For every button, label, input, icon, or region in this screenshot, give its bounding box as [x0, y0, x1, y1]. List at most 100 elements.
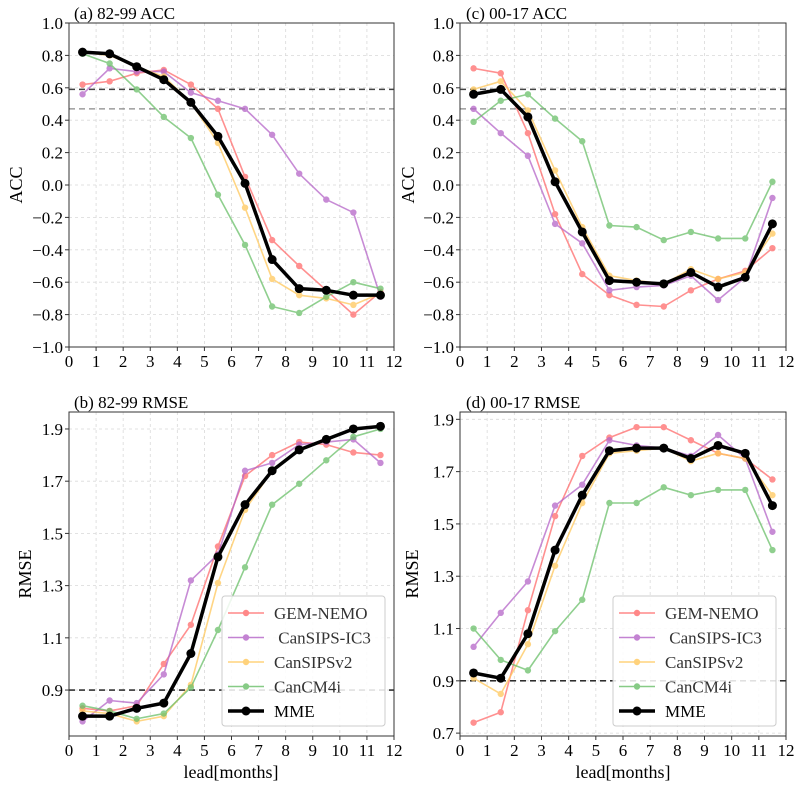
y-tick-label: 0.8: [433, 46, 454, 65]
y-tick-label: −1.0: [32, 338, 63, 357]
series-line: [82, 424, 381, 718]
x-tick-label: 2: [119, 741, 128, 760]
data-point: [524, 667, 532, 674]
y-tick-label: −0.8: [423, 306, 454, 325]
data-point: [187, 577, 195, 584]
data-point: [469, 668, 479, 678]
legend-item: GEM-NEMO: [619, 604, 759, 623]
legend-frame: [221, 595, 386, 727]
data-point: [551, 115, 559, 122]
data-point: [323, 196, 330, 203]
series-cancm4i: [470, 91, 776, 244]
data-point: [767, 501, 777, 511]
data-point: [268, 275, 276, 283]
data-point: [470, 719, 477, 726]
data-point: [268, 501, 276, 508]
data-point: [350, 301, 357, 309]
x-tick-label: 12: [386, 741, 403, 760]
legend-marker: [633, 658, 641, 666]
x-tick-label: 10: [331, 352, 348, 371]
data-point: [496, 673, 506, 683]
data-point: [606, 222, 613, 229]
panel-title: (b) 82-99 RMSE: [74, 393, 188, 412]
data-point: [497, 709, 504, 716]
y-tick-label: 1.0: [42, 14, 63, 33]
data-point: [577, 227, 587, 237]
series-line: [81, 67, 382, 298]
y-tick-label: −0.2: [32, 208, 63, 227]
data-point: [186, 97, 196, 107]
legend-item: MME: [619, 702, 706, 721]
data-point: [106, 65, 113, 72]
series-line: [82, 50, 381, 297]
data-point: [714, 275, 722, 283]
data-point: [660, 303, 667, 310]
y-tick-label: 0.2: [42, 144, 63, 163]
y-tick-label: 0.2: [433, 144, 454, 163]
data-point: [296, 170, 303, 177]
data-point: [106, 78, 113, 85]
legend-marker: [242, 683, 250, 690]
data-point: [350, 449, 357, 456]
x-tick-label: 6: [227, 352, 236, 371]
data-point: [604, 446, 614, 456]
y-tick-label: 1.5: [42, 524, 63, 543]
data-point: [769, 476, 776, 483]
data-point: [687, 491, 695, 499]
legend-marker: [242, 658, 250, 666]
x-axis-label: lead[months]: [576, 762, 671, 782]
y-tick-label: 0.9: [42, 681, 63, 700]
x-tick-label: 8: [673, 741, 682, 760]
x-tick-label: 5: [200, 352, 209, 371]
y-tick-label: 1.5: [433, 515, 454, 534]
series-line: [472, 434, 774, 648]
data-point: [105, 49, 115, 59]
legend-marker: [633, 609, 641, 617]
data-point: [160, 660, 167, 668]
data-point: [106, 60, 113, 67]
y-tick-label: 1.0: [433, 14, 454, 33]
data-point: [550, 545, 560, 555]
data-point: [551, 220, 559, 228]
data-point: [740, 448, 750, 458]
legend-item: MME: [228, 702, 315, 721]
x-tick-label: 0: [456, 352, 465, 371]
legend: GEM-NEMO CanSIPS-IC3 CanSIPSv2 CanCM4i MME: [221, 595, 386, 727]
data-point: [294, 445, 304, 455]
data-point: [633, 301, 640, 309]
y-tick-label: 0.6: [42, 79, 63, 98]
data-point: [375, 290, 385, 300]
data-point: [213, 131, 223, 141]
data-point: [579, 270, 586, 278]
data-point: [160, 671, 167, 678]
y-tick-label: 1.1: [433, 620, 454, 639]
data-point: [78, 711, 88, 721]
data-point: [470, 65, 477, 72]
data-point: [769, 244, 776, 252]
legend-label: GEM-NEMO: [665, 604, 759, 623]
data-point: [579, 452, 586, 460]
data-point: [296, 291, 303, 299]
data-point: [579, 481, 586, 488]
y-tick-label: 1.9: [42, 420, 63, 439]
legend-marker: [241, 706, 251, 716]
panel-title: (d) 00-17 RMSE: [466, 393, 580, 412]
data-point: [214, 105, 222, 113]
x-tick-label: 12: [778, 352, 795, 371]
data-point: [714, 450, 722, 457]
data-point: [187, 134, 195, 142]
x-tick-label: 9: [309, 741, 318, 760]
data-point: [660, 236, 667, 244]
data-point: [742, 235, 749, 242]
data-point: [267, 255, 277, 265]
x-tick-label: 3: [146, 352, 155, 371]
data-point: [133, 86, 140, 93]
data-point: [186, 648, 196, 658]
data-point: [497, 656, 504, 664]
legend-label: CanCM4i: [274, 678, 341, 697]
data-point: [296, 309, 303, 317]
y-tick-label: 0.0: [433, 176, 454, 195]
data-point: [214, 191, 222, 198]
data-point: [294, 284, 304, 294]
